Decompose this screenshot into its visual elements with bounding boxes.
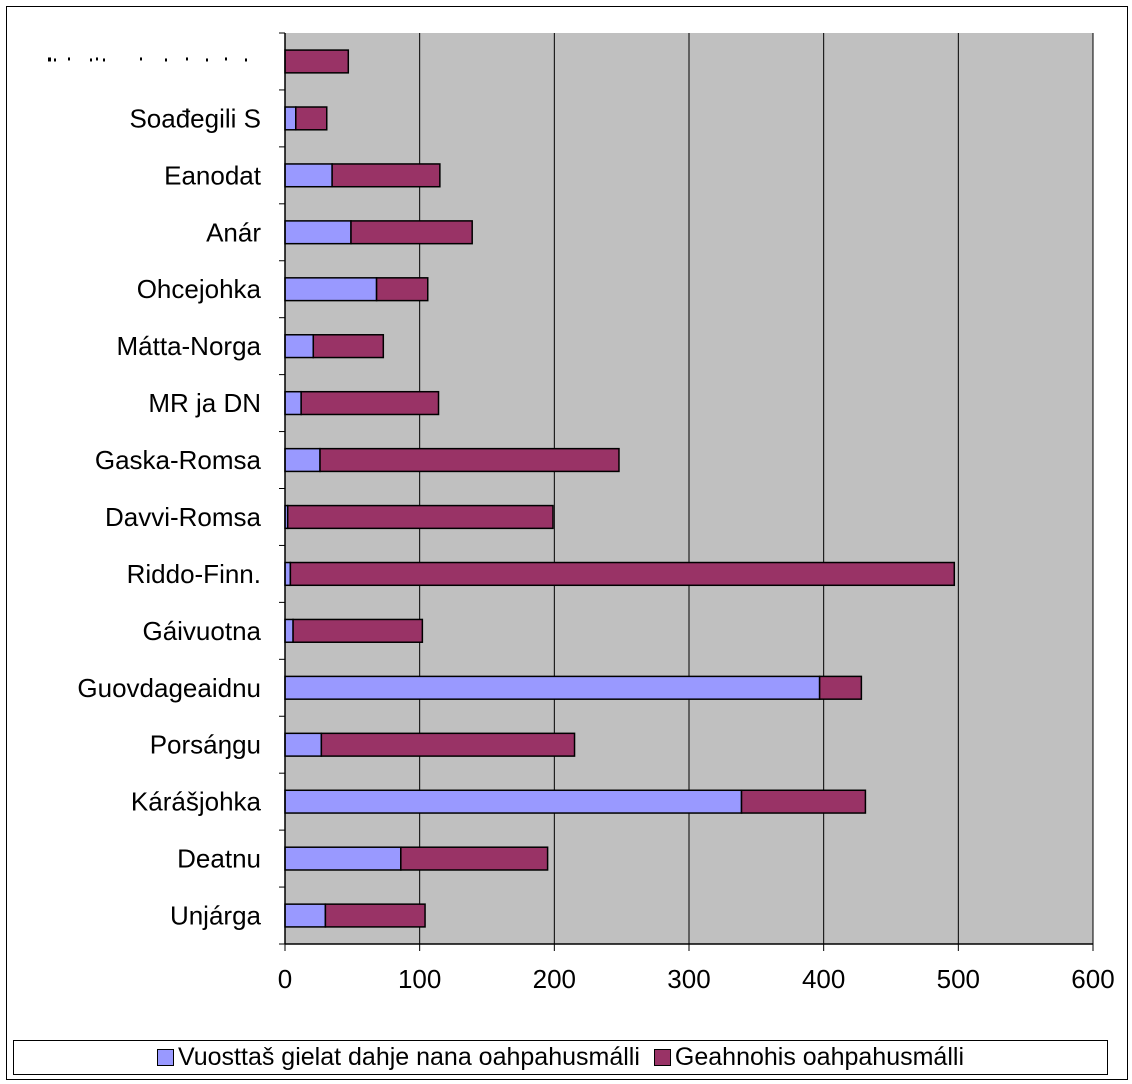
category-label-4: Guovdageaidnu bbox=[77, 673, 261, 703]
category-label-11: Ohcejohka bbox=[137, 274, 262, 304]
bar-2-9 bbox=[300, 390, 440, 416]
axes bbox=[279, 32, 1094, 951]
category-label-14: Soađegili S bbox=[129, 103, 261, 133]
legend-swatch-series-2 bbox=[653, 1049, 671, 1066]
x-tick-label-0: 0 bbox=[278, 964, 292, 994]
bar-2-4 bbox=[818, 675, 863, 700]
category-label-10: Mátta-Norga bbox=[117, 331, 262, 361]
bar-2-11 bbox=[375, 277, 429, 302]
category-label-9: MR ja DN bbox=[148, 388, 261, 418]
category-label-6: Riddo-Finn. bbox=[127, 559, 261, 589]
category-label-7: Davvi-Romsa bbox=[105, 502, 262, 532]
bars bbox=[284, 49, 956, 928]
category-label-0: Unjárga bbox=[170, 901, 262, 931]
bar-1-12 bbox=[284, 220, 352, 245]
bar-2-1 bbox=[400, 846, 549, 871]
category-label-3: Porsáŋgu bbox=[150, 730, 261, 760]
bar-1-0 bbox=[284, 903, 327, 928]
bar-2-12 bbox=[350, 220, 473, 245]
illegible-mark bbox=[96, 57, 98, 61]
bar-2-15 bbox=[284, 49, 350, 74]
category-label-5: Gáivuotna bbox=[142, 616, 261, 646]
illegible-mark bbox=[245, 58, 247, 62]
category-labels: Unjárga Deatnu Kárášjohka Porsáŋgu Guovdagea… bbox=[48, 57, 262, 931]
legend-swatch-series-1 bbox=[157, 1049, 174, 1066]
illegible-mark bbox=[54, 58, 56, 62]
illegible-mark bbox=[90, 58, 92, 62]
illegible-mark bbox=[225, 57, 227, 61]
illegible-mark bbox=[186, 57, 188, 61]
x-tick-label-200: 200 bbox=[533, 964, 576, 994]
bar-2-6 bbox=[289, 561, 956, 587]
bar-1-11 bbox=[284, 277, 378, 302]
bar-2-8 bbox=[319, 447, 620, 473]
bar-1-8 bbox=[284, 447, 321, 473]
illegible-mark bbox=[48, 57, 51, 62]
illegible-mark bbox=[206, 58, 208, 62]
illegible-mark bbox=[68, 57, 70, 61]
bar-1-3 bbox=[284, 732, 323, 757]
bar-2-13 bbox=[331, 163, 441, 188]
legend-label-series-1: Vuosttaš gielat dahje nana oahpahusmálli bbox=[178, 1043, 640, 1071]
bar-2-2 bbox=[740, 789, 867, 814]
x-tick-label-300: 300 bbox=[667, 964, 710, 994]
bar-1-2 bbox=[284, 789, 743, 814]
bar-1-14 bbox=[284, 106, 297, 131]
x-tick-label-500: 500 bbox=[937, 964, 980, 994]
bar-1-5 bbox=[284, 618, 294, 643]
bar-1-13 bbox=[284, 163, 333, 188]
category-label-8: Gaska-Romsa bbox=[95, 445, 262, 475]
legend: Vuosttaš gielat dahje nana oahpahusmálli… bbox=[13, 1040, 1108, 1075]
bar-1-4 bbox=[284, 675, 821, 700]
bar-2-10 bbox=[312, 334, 385, 359]
bar-2-14 bbox=[295, 106, 328, 131]
legend-label-series-2: Geahnohis oahpahusmálli bbox=[674, 1043, 964, 1071]
x-tick-labels: 0 100 200 300 400 500 600 bbox=[278, 964, 1115, 994]
category-label-2: Kárášjohka bbox=[131, 787, 262, 817]
x-tick-label-600: 600 bbox=[1071, 964, 1114, 994]
bar-1-1 bbox=[284, 846, 402, 871]
illegible-mark bbox=[103, 58, 105, 62]
category-label-13: Eanodat bbox=[164, 160, 262, 190]
bar-1-10 bbox=[284, 334, 315, 359]
bar-2-3 bbox=[320, 732, 576, 757]
bar-2-5 bbox=[292, 618, 424, 643]
illegible-mark bbox=[165, 58, 167, 62]
x-tick-label-400: 400 bbox=[802, 964, 845, 994]
category-label-12: Anár bbox=[206, 217, 261, 247]
category-label-illegible bbox=[48, 57, 247, 62]
bar-2-7 bbox=[286, 504, 554, 530]
legend-item-series-2: Geahnohis oahpahusmálli bbox=[653, 1043, 964, 1072]
bar-1-9 bbox=[284, 390, 302, 416]
category-label-1: Deatnu bbox=[177, 844, 261, 874]
x-tick-label-100: 100 bbox=[398, 964, 441, 994]
bar-1-6 bbox=[284, 561, 292, 587]
legend-item-series-1: Vuosttaš gielat dahje nana oahpahusmálli bbox=[157, 1043, 640, 1072]
illegible-mark bbox=[140, 57, 142, 61]
bar-2-0 bbox=[324, 903, 426, 928]
